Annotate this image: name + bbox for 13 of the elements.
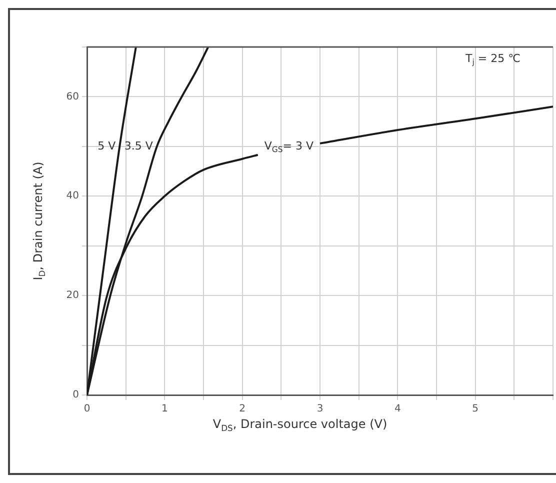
x-tick-label: 0	[84, 404, 90, 415]
y-tick-label: 40	[66, 190, 79, 202]
series-label: 5 V	[98, 139, 116, 152]
y-tick-label: 0	[72, 390, 79, 401]
x-tick-label: 1	[161, 404, 168, 415]
series-label: 3.5 V	[124, 139, 154, 152]
y-axis-title: ID, Drain current (A)	[31, 162, 47, 280]
y-tick-label: 60	[66, 91, 79, 102]
y-tick-label: 20	[66, 290, 79, 302]
x-tick-label: 5	[472, 404, 479, 415]
x-tick-label: 3	[316, 404, 324, 415]
x-tick-label: 2	[239, 404, 246, 415]
x-tick-label: 4	[394, 404, 401, 415]
